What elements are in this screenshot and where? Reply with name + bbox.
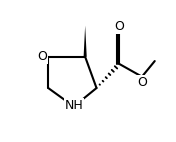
Text: NH: NH [64, 99, 83, 112]
Text: O: O [114, 20, 124, 34]
Polygon shape [84, 26, 87, 57]
Text: O: O [38, 50, 48, 63]
Text: O: O [137, 76, 147, 89]
